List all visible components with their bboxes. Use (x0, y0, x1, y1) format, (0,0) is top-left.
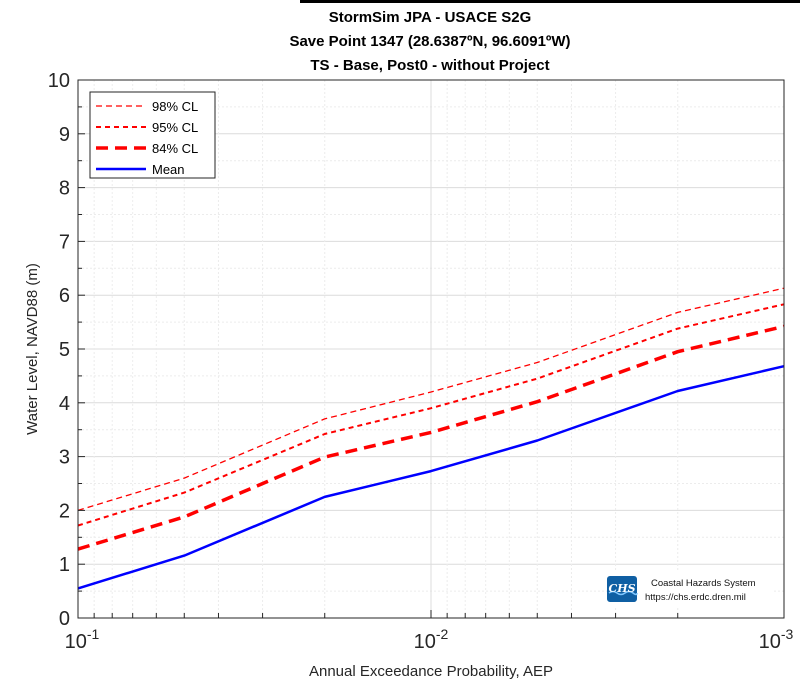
y-tick-label: 2 (59, 500, 70, 522)
legend-label: Mean (152, 162, 185, 177)
x-tick-label: 10-3 (759, 626, 794, 653)
y-tick-labels: 0 1 2 3 4 5 6 7 8 9 10 (48, 70, 70, 630)
y-tick-label: 1 (59, 554, 70, 576)
y-tick-label: 5 (59, 339, 70, 361)
chart-subtitle-2: TS - Base, Post0 - without Project (310, 57, 549, 74)
legend: 98% CL 95% CL 84% CL Mean (89, 91, 216, 179)
chs-logo-mark (607, 576, 637, 602)
y-tick-label: 9 (59, 124, 70, 146)
y-axis-title: Water Level, NAVD88 (m) (24, 263, 41, 435)
series-line-mean (77, 364, 785, 590)
axis-ticks (77, 79, 785, 619)
logo-line-1: Coastal Hazards System (651, 578, 756, 589)
x-axis-title: Annual Exceedance Probability, AEP (309, 663, 553, 680)
series-line-84-cl (77, 324, 785, 551)
chart-title: StormSim JPA - USACE S2G (329, 9, 532, 26)
legend-label: 84% CL (152, 141, 198, 156)
x-tick-label: 10-1 (65, 626, 100, 653)
legend-label: 95% CL (152, 120, 198, 135)
y-tick-label: 4 (59, 393, 70, 415)
series-layer (77, 287, 785, 590)
grid (77, 79, 785, 619)
clipped-title-remnant (300, 0, 800, 3)
series-line-98-cl (77, 287, 785, 512)
chart-subtitle-1: Save Point 1347 (28.6387ºN, 96.6091ºW) (289, 33, 570, 50)
chs-logo: CHS Coastal Hazards System https://chs.e… (607, 572, 773, 608)
x-tick-label: 10-2 (414, 626, 449, 653)
legend-label: 98% CL (152, 99, 198, 114)
y-tick-label: 3 (59, 447, 70, 469)
series-line-95-cl (77, 303, 785, 527)
y-tick-label: 6 (59, 285, 70, 307)
chs-logo-mark-text: CHS (608, 582, 635, 595)
x-tick-labels: 10-1 10-2 10-3 (65, 626, 794, 653)
wave-icon (608, 590, 638, 596)
y-tick-label: 7 (59, 231, 70, 253)
y-tick-label: 0 (59, 608, 70, 630)
logo-line-2: https://chs.erdc.dren.mil (645, 592, 746, 603)
y-tick-label: 10 (48, 70, 70, 92)
y-tick-label: 8 (59, 178, 70, 200)
